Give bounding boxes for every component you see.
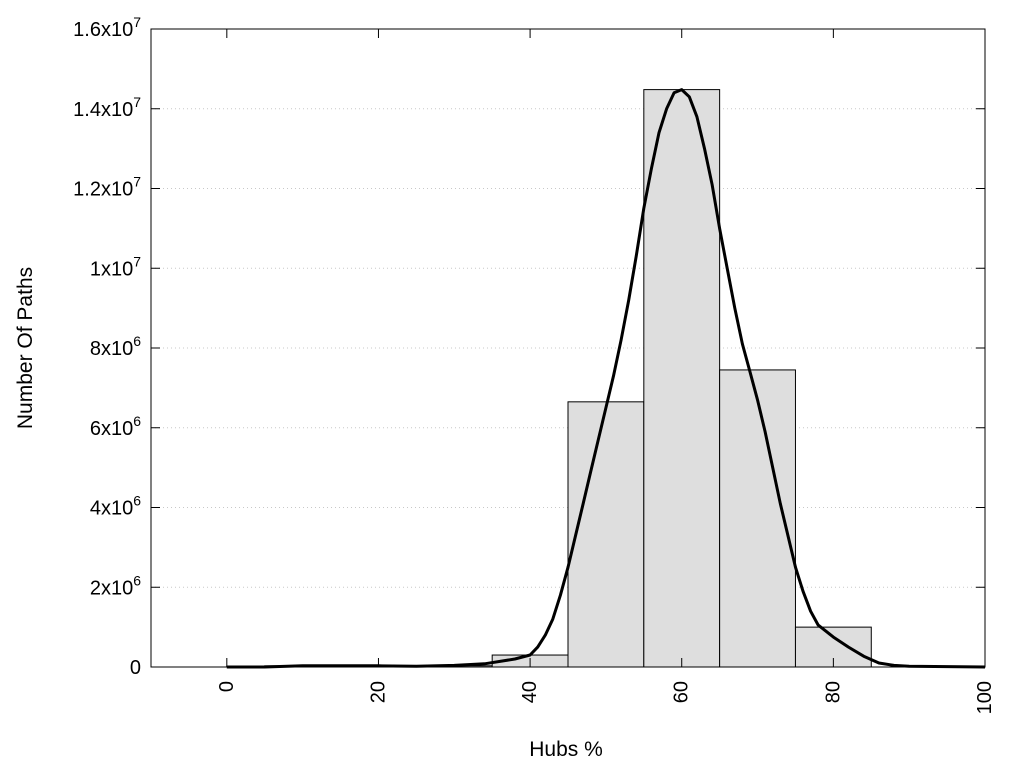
density-curve-group <box>226 88 986 669</box>
histogram-bar-5 <box>567 401 645 668</box>
x-tick-label-3: 60 <box>671 681 693 703</box>
y-tick-label-2: 4x106 <box>90 493 141 520</box>
y-tick-label-7: 1.4x107 <box>73 94 141 121</box>
x-tick-label-5: 100 <box>974 681 996 714</box>
histogram-bar-6 <box>643 89 721 668</box>
axis-ticks: 0 20 40 60 80 100 0 2x106 4x106 6x106 8x106 1x107 1.… <box>73 14 996 714</box>
y-tick-label-0: 0 <box>130 657 141 679</box>
x-tick-label-0: 0 <box>216 681 238 692</box>
x-tick-label-4: 80 <box>822 681 844 703</box>
y-tick-label-4: 8x106 <box>90 333 141 360</box>
x-tick-label-2: 40 <box>519 681 541 703</box>
x-tick-label-1: 20 <box>367 681 389 703</box>
y-tick-label-3: 6x106 <box>90 413 141 440</box>
density-curve <box>226 88 986 669</box>
y-tick-label-1: 2x106 <box>90 572 141 599</box>
y-tick-label-6: 1.2x107 <box>73 174 141 201</box>
histogram-bars <box>226 89 872 668</box>
x-axis-label: Hubs % <box>529 738 603 761</box>
y-tick-label-5: 1x107 <box>90 253 141 280</box>
y-axis-label: Number Of Paths <box>14 267 37 429</box>
y-tick-label-8: 1.6x107 <box>73 14 141 41</box>
